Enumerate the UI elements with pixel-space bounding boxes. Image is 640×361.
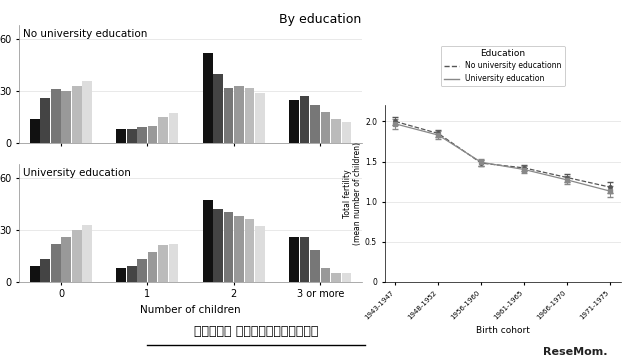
Bar xyxy=(40,98,50,143)
Bar xyxy=(83,225,92,282)
Bar xyxy=(234,216,244,282)
Text: 図２－２． 学歴と子供の数（男性）: 図２－２． 学歴と子供の数（男性） xyxy=(194,325,318,338)
Bar xyxy=(255,93,265,143)
Bar xyxy=(72,230,81,282)
Bar xyxy=(61,236,71,282)
Bar xyxy=(169,113,179,143)
Bar xyxy=(234,86,244,143)
Bar xyxy=(224,87,234,143)
X-axis label: Birth cohort: Birth cohort xyxy=(476,326,530,335)
Bar xyxy=(127,129,136,143)
Bar xyxy=(83,81,92,143)
Bar xyxy=(244,87,254,143)
Bar xyxy=(203,53,212,143)
Bar xyxy=(138,259,147,282)
Text: University education: University education xyxy=(22,168,131,178)
Bar xyxy=(289,100,299,143)
Bar xyxy=(116,129,126,143)
Bar xyxy=(51,244,61,282)
Bar xyxy=(158,245,168,282)
Bar xyxy=(158,117,168,143)
Bar xyxy=(61,91,71,143)
Bar xyxy=(224,212,234,282)
Bar xyxy=(169,244,179,282)
X-axis label: Number of children: Number of children xyxy=(140,305,241,315)
Bar xyxy=(116,268,126,282)
Bar xyxy=(300,236,309,282)
Bar xyxy=(300,96,309,143)
Text: ReseMom.: ReseMom. xyxy=(543,347,608,357)
Bar xyxy=(289,236,299,282)
Text: No university education: No university education xyxy=(22,29,147,39)
Bar xyxy=(203,200,212,282)
Y-axis label: Total fertility
(mean number of children): Total fertility (mean number of children… xyxy=(343,142,362,245)
Bar xyxy=(40,259,50,282)
Legend: No university educationn, University education: No university educationn, University edu… xyxy=(441,45,564,86)
Bar xyxy=(255,226,265,282)
Bar xyxy=(342,122,351,143)
Bar xyxy=(213,74,223,143)
Bar xyxy=(213,209,223,282)
Bar xyxy=(30,266,40,282)
Bar xyxy=(148,252,157,282)
Bar xyxy=(244,219,254,282)
Bar xyxy=(30,119,40,143)
Bar xyxy=(310,105,320,143)
Bar xyxy=(331,119,340,143)
Text: By education: By education xyxy=(279,13,361,26)
Bar xyxy=(310,251,320,282)
Bar xyxy=(72,86,81,143)
Bar xyxy=(138,127,147,143)
Bar xyxy=(331,273,340,282)
Bar xyxy=(127,266,136,282)
Bar xyxy=(148,126,157,143)
Bar xyxy=(321,112,330,143)
Bar xyxy=(51,89,61,143)
Bar xyxy=(321,268,330,282)
Bar xyxy=(342,273,351,282)
